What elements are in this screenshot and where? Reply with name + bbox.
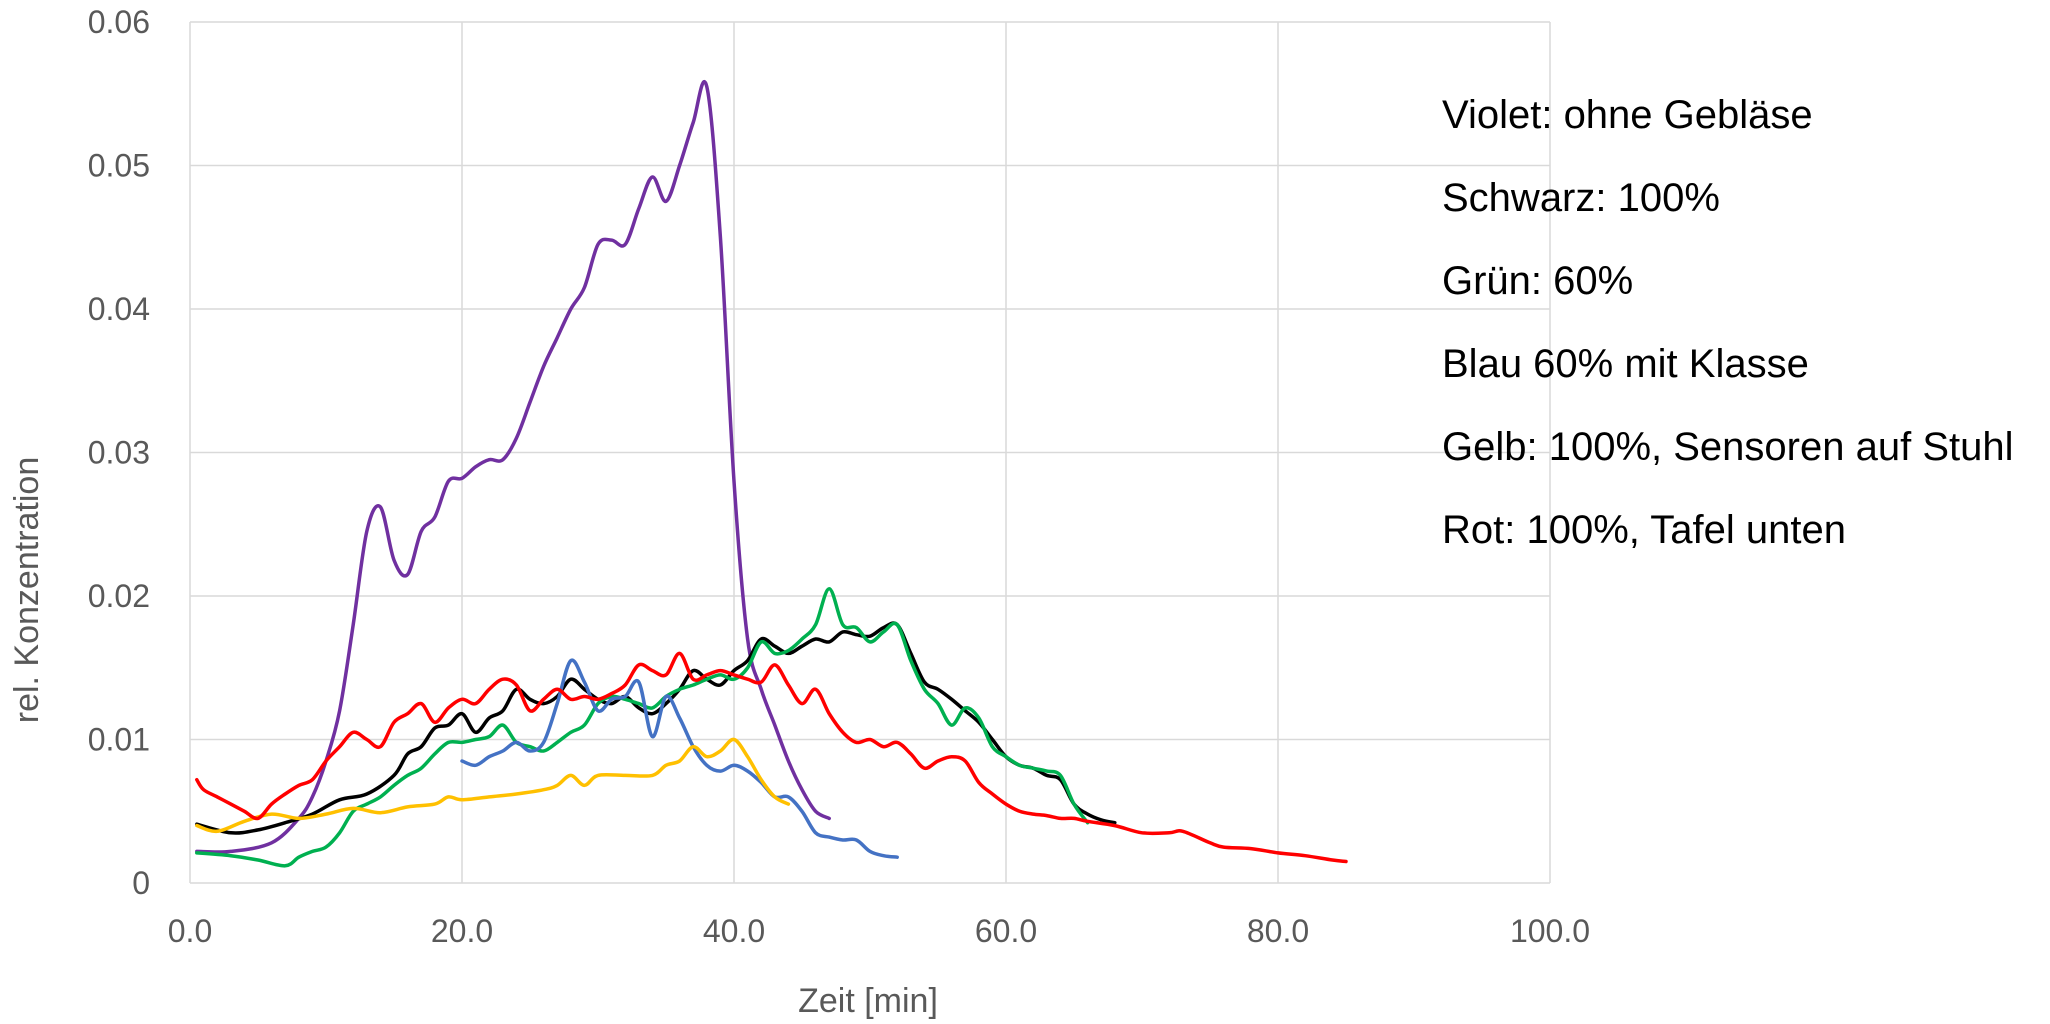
annotation-line: Rot: 100%, Tafel unten xyxy=(1442,508,1846,552)
x-tick-label: 80.0 xyxy=(1247,913,1309,949)
y-tick-label: 0.04 xyxy=(88,291,150,327)
annotation-line: Gelb: 100%, Sensoren auf Stuhl xyxy=(1442,425,2013,469)
series-line-6 xyxy=(197,653,1346,861)
y-axis-title: rel. Konzentration xyxy=(8,457,46,724)
annotation-line: Violet: ohne Gebläse xyxy=(1442,93,1813,137)
y-tick-label: 0 xyxy=(132,865,150,901)
annotation-line: Schwarz: 100% xyxy=(1442,176,1720,220)
y-tick-label: 0.02 xyxy=(88,578,150,614)
y-tick-label: 0.01 xyxy=(88,722,150,758)
series-layer xyxy=(197,82,1346,866)
y-tick-label: 0.03 xyxy=(88,435,150,471)
x-tick-label: 100.0 xyxy=(1510,913,1590,949)
y-tick-label: 0.05 xyxy=(88,148,150,184)
annotation-line: Grün: 60% xyxy=(1442,259,1633,303)
annotation-line: Blau 60% mit Klasse xyxy=(1442,342,1809,386)
y-tick-label: 0.06 xyxy=(88,4,150,40)
gridlines xyxy=(190,22,1550,883)
series-line-5 xyxy=(197,739,789,831)
y-axis-ticks: 0 0.01 0.02 0.03 0.04 0.05 0.06 xyxy=(88,4,150,901)
x-axis-ticks: 0.0 20.0 40.0 60.0 80.0 100.0 xyxy=(168,913,1590,949)
x-tick-label: 20.0 xyxy=(431,913,493,949)
x-tick-label: 60.0 xyxy=(975,913,1037,949)
x-tick-label: 0.0 xyxy=(168,913,212,949)
annotation-block: Violet: ohne Gebläse Schwarz: 100% Grün: 6… xyxy=(1442,93,2013,552)
series-line-3 xyxy=(197,589,1088,866)
x-tick-label: 40.0 xyxy=(703,913,765,949)
x-axis-title: Zeit [min] xyxy=(798,982,938,1020)
